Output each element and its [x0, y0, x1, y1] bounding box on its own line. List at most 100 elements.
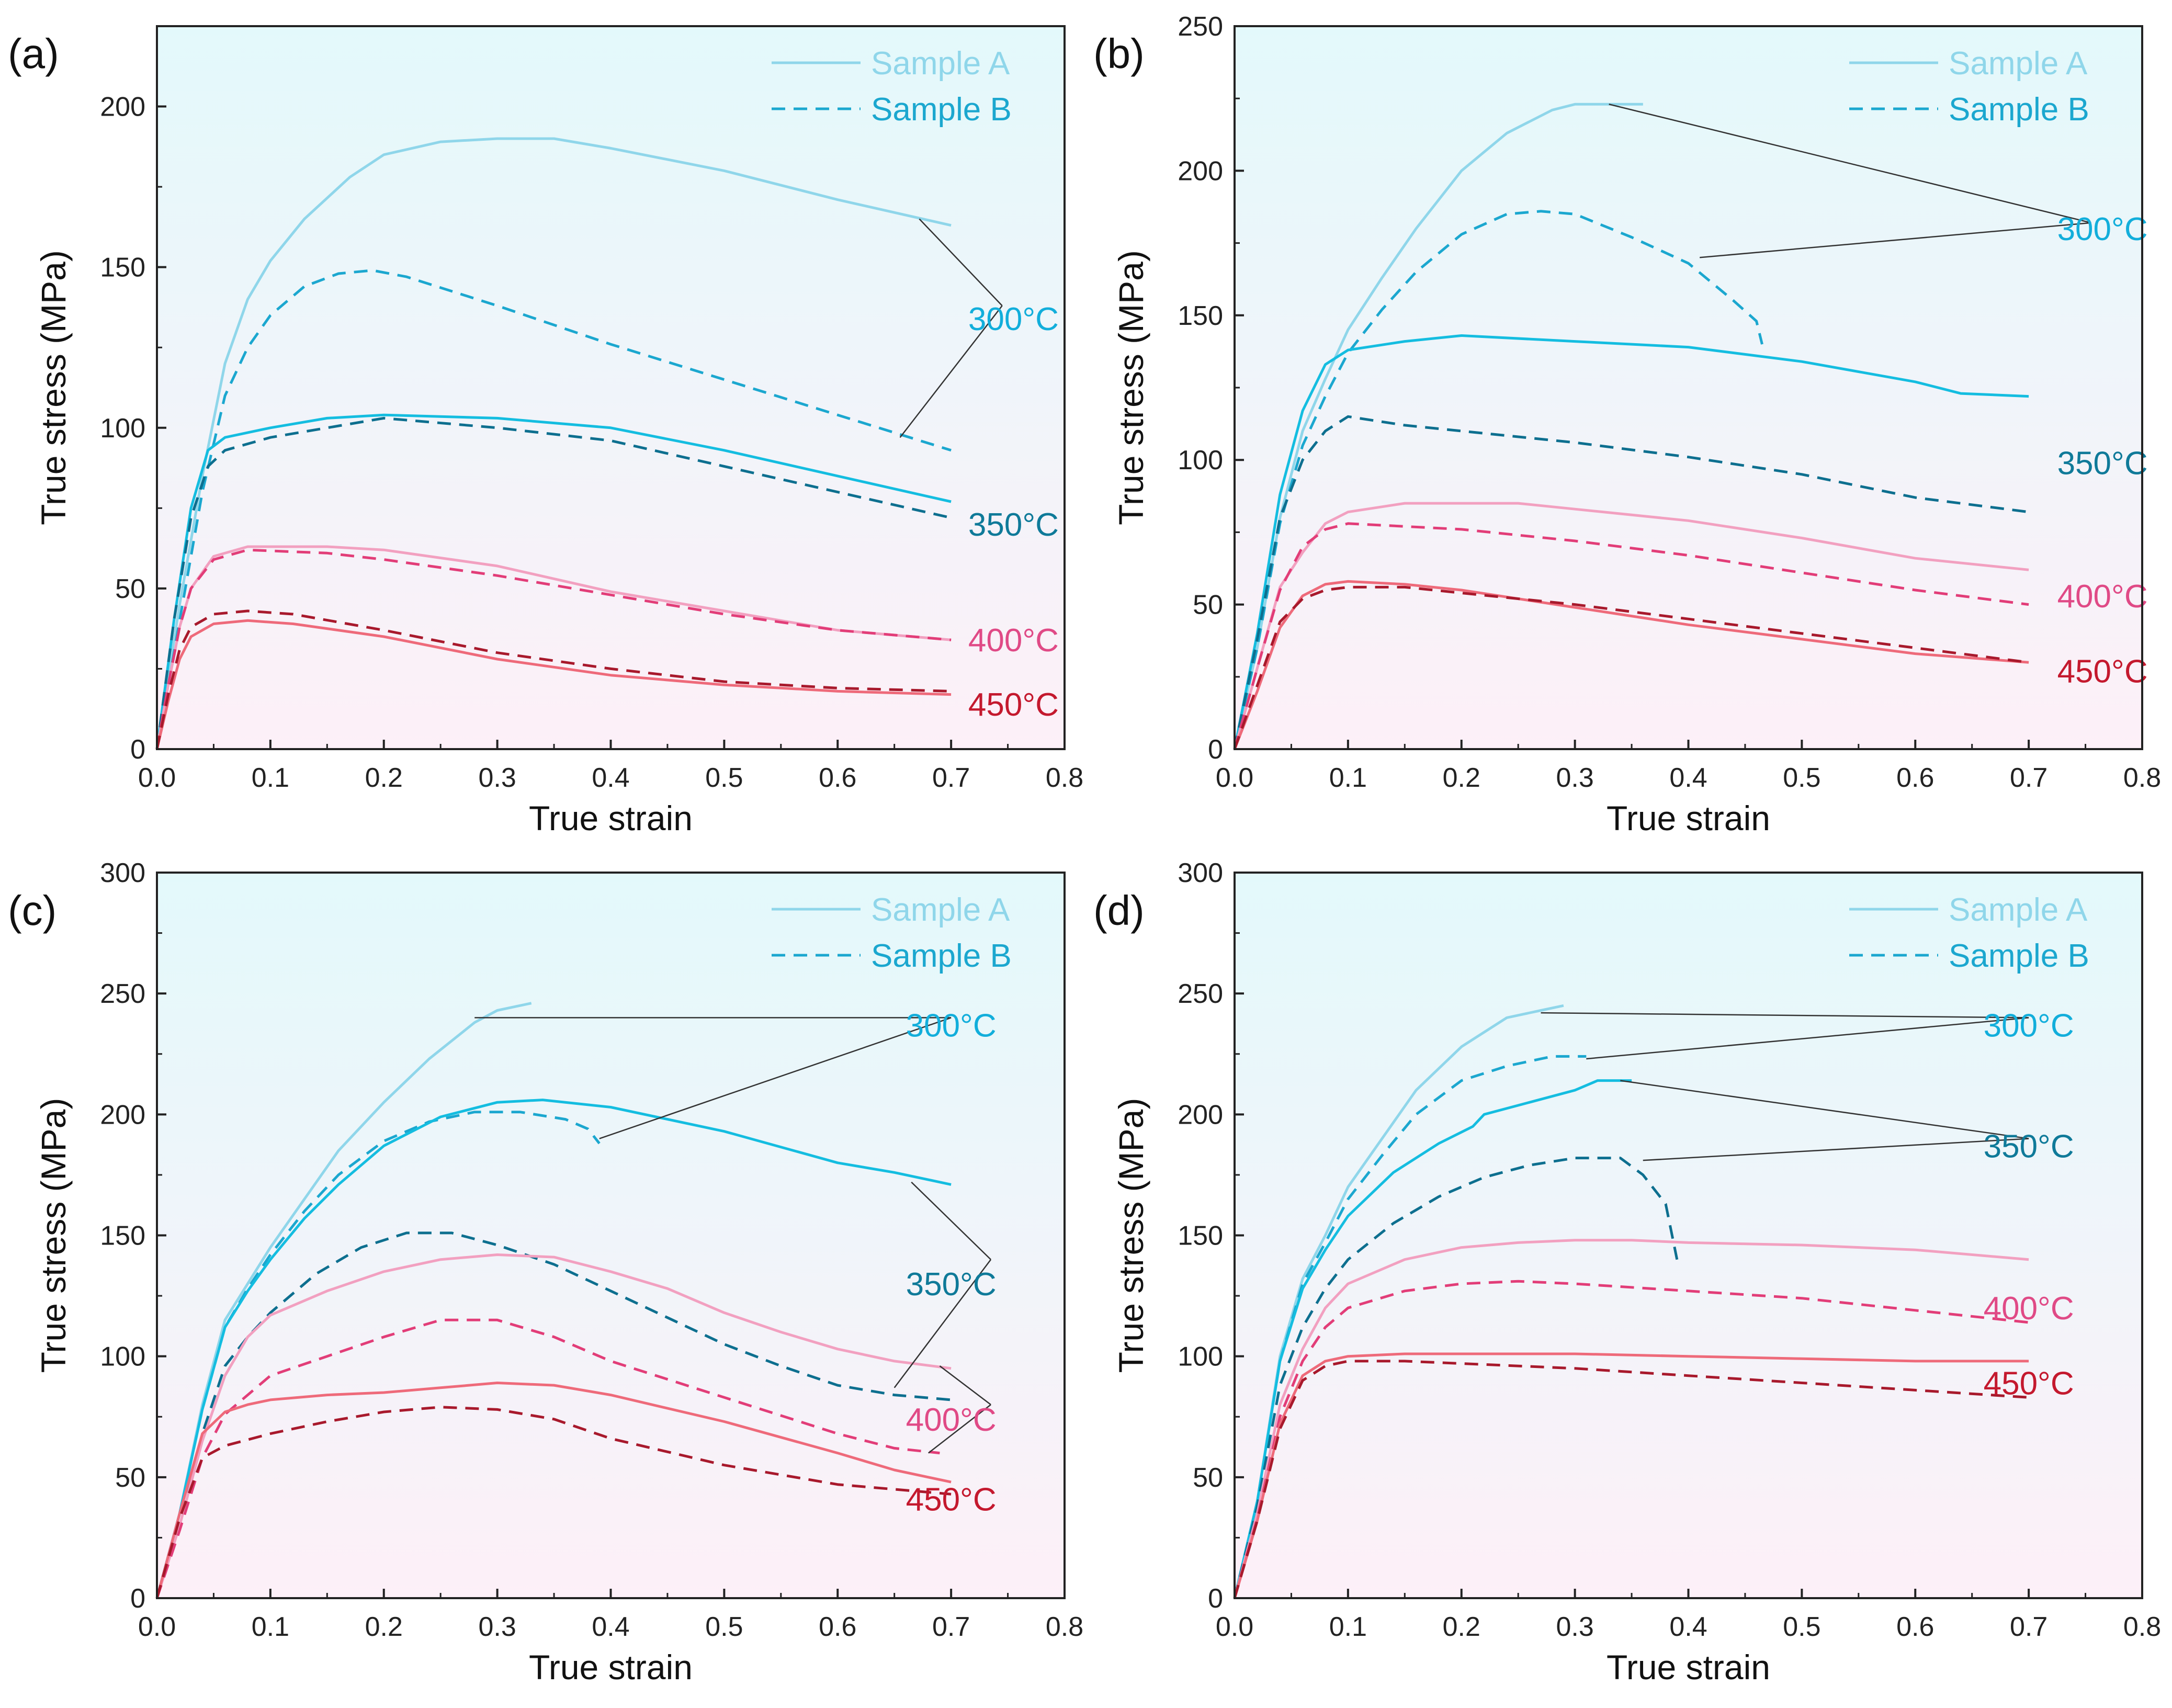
x-tick-label: 0.5: [1783, 763, 1820, 793]
series-line: [1233, 522, 2029, 750]
x-tick-label: 0.6: [1896, 1612, 1934, 1642]
legend-label-sample-b: Sample B: [871, 92, 1012, 128]
x-axis-title: True strain: [529, 1648, 693, 1687]
panel-b: (b) 0.0 0.1 0.2 0.3 0.4 0.5 0.6 0.7 0.8 0 50 100 150 2…: [1093, 12, 2161, 838]
x-tick-label: 0.7: [2010, 763, 2047, 793]
x-tick-label: 0.6: [819, 763, 856, 793]
temperature-label: 450°C: [1984, 1366, 2074, 1402]
series-line: [155, 545, 952, 750]
y-tick-label: 250: [100, 979, 145, 1009]
x-tick-label: 0.1: [252, 1612, 289, 1642]
leader-line: [1586, 1017, 2029, 1060]
leader-line: [1620, 1080, 2029, 1139]
y-tick-label: 50: [115, 1463, 145, 1493]
x-tick-label: 0.8: [1046, 763, 1083, 793]
series-line: [155, 1253, 952, 1599]
y-tick-label: 0: [130, 1583, 145, 1614]
series-line: [1233, 103, 1643, 750]
leader-line: [1609, 104, 2091, 224]
y-tick-label: 100: [1178, 445, 1223, 476]
series-line: [155, 137, 952, 750]
legend-label-sample-a: Sample A: [871, 46, 1010, 82]
leader-line: [899, 305, 1003, 438]
plot-frame: [1234, 872, 2143, 1599]
leader-line: [939, 1365, 991, 1406]
plot-frame: [156, 25, 1066, 750]
y-tick-label: 200: [1178, 1100, 1223, 1130]
y-axis-title: True stress (MPa): [1112, 250, 1150, 525]
series-line: [155, 1318, 940, 1599]
x-axis-title: True strain: [529, 799, 693, 838]
panel-c: (c) 0.0 0.1 0.2 0.3 0.4 0.5 0.6 0.7 0.8 0 50 100 150 2…: [8, 858, 1083, 1687]
y-tick-label: 0: [1208, 1583, 1223, 1614]
x-axis-title: True strain: [1607, 799, 1770, 838]
y-tick-label: 250: [1178, 12, 1223, 42]
x-tick-label: 0.5: [705, 763, 743, 793]
x-tick-label: 0.7: [932, 1612, 970, 1642]
legend-label-sample-b: Sample B: [1949, 938, 2089, 974]
series-line: [1233, 585, 2029, 750]
series-line: [155, 1382, 952, 1599]
x-tick-label: 0.8: [2123, 1612, 2161, 1642]
x-tick-label: 0.7: [932, 763, 970, 793]
x-tick-label: 0.6: [819, 1612, 856, 1642]
temperature-label: 300°C: [906, 1008, 997, 1044]
x-tick-label: 0.2: [1443, 1612, 1480, 1642]
y-tick-label: 300: [1178, 858, 1223, 888]
y-tick-label: 0: [130, 734, 145, 765]
x-tick-label: 0.2: [365, 1612, 403, 1642]
series-line: [155, 416, 952, 750]
series-line: [155, 619, 952, 750]
series-line: [155, 1099, 952, 1599]
x-tick-label: 0.4: [592, 1612, 629, 1642]
y-tick-label: 150: [100, 1221, 145, 1251]
panel-label: (c): [8, 887, 56, 934]
temperature-label: 400°C: [906, 1402, 997, 1438]
x-tick-label: 0.5: [705, 1612, 743, 1642]
leader-line: [1643, 1138, 2029, 1161]
temperature-label: 400°C: [2057, 579, 2148, 615]
y-tick-label: 100: [1178, 1342, 1223, 1372]
y-tick-label: 200: [100, 92, 145, 122]
leader-line: [893, 1259, 992, 1388]
series-line: [1233, 1360, 2029, 1599]
x-tick-label: 0.7: [2010, 1612, 2047, 1642]
series-line: [155, 269, 952, 750]
leader-line: [1541, 1012, 2029, 1019]
y-tick-label: 100: [100, 1342, 145, 1372]
x-tick-label: 0.1: [1329, 1612, 1367, 1642]
plot-background: [1235, 873, 2142, 1598]
y-tick-label: 150: [1178, 1221, 1223, 1251]
y-axis-title: True stress (MPa): [1112, 1098, 1150, 1373]
series-line: [1233, 415, 2029, 750]
plot-background: [157, 873, 1065, 1598]
y-tick-label: 50: [115, 574, 145, 604]
x-tick-label: 0.4: [592, 763, 629, 793]
y-tick-label: 50: [1193, 1463, 1223, 1493]
x-tick-label: 0.0: [1216, 763, 1253, 793]
x-tick-label: 0.5: [1783, 1612, 1820, 1642]
x-tick-label: 0.4: [1669, 763, 1707, 793]
plot-frame: [156, 872, 1066, 1599]
panel-a: (a) 0.0 0.1 0.2 0.3 0.4 0.5 0.6 0.7 0.8 0 50 100 150 2…: [8, 25, 1083, 838]
plot-background: [157, 26, 1065, 749]
series-line: [1233, 580, 2029, 750]
series-line: [1233, 210, 1763, 750]
y-tick-label: 150: [100, 253, 145, 283]
panel-d: (d) 0.0 0.1 0.2 0.3 0.4 0.5 0.6 0.7 0.8 0 50 100 150 2…: [1093, 858, 2161, 1687]
series-line: [1233, 334, 2029, 750]
series-line: [155, 609, 952, 750]
x-tick-label: 0.3: [478, 763, 516, 793]
series-line: [155, 1406, 952, 1599]
temperature-label: 450°C: [2057, 654, 2148, 690]
series-line: [1233, 1280, 2029, 1599]
temperature-label: 400°C: [1984, 1291, 2074, 1327]
y-tick-label: 50: [1193, 590, 1223, 620]
series-line: [1233, 1239, 2029, 1599]
series-line: [1233, 1079, 1632, 1599]
x-tick-label: 0.8: [1046, 1612, 1083, 1642]
legend-label-sample-b: Sample B: [871, 938, 1012, 974]
legend-label-sample-a: Sample A: [1949, 46, 2088, 82]
temperature-label: 350°C: [2057, 446, 2148, 482]
